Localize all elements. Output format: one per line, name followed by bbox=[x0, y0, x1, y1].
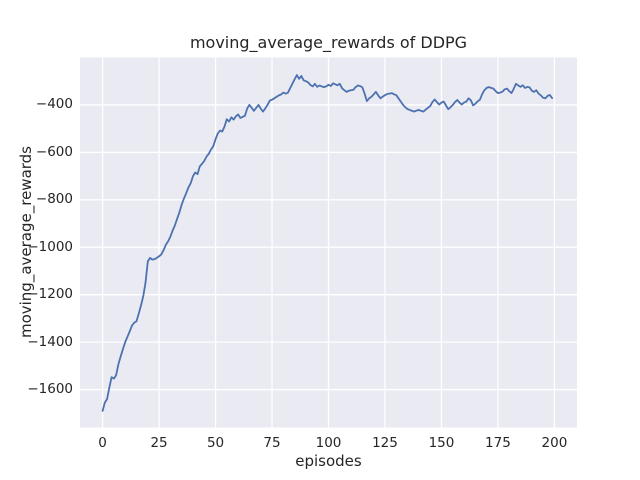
y-tick-label: −400 bbox=[35, 96, 73, 113]
x-tick-label: 125 bbox=[372, 435, 398, 451]
series-line bbox=[101, 74, 553, 412]
y-tick-label: −1400 bbox=[27, 333, 73, 350]
chart-title: moving_average_rewards of DDPG bbox=[189, 33, 468, 52]
y-tick-label: −1200 bbox=[27, 286, 73, 303]
y-tick-label: −800 bbox=[35, 191, 73, 208]
y-tick-label: −600 bbox=[35, 143, 73, 160]
x-tick-label: 175 bbox=[485, 435, 511, 451]
x-tick-label: 75 bbox=[263, 435, 281, 451]
x-tick-label: 50 bbox=[206, 435, 225, 451]
y-tick-label: −1000 bbox=[27, 238, 73, 255]
x-tick-label: 0 bbox=[98, 435, 107, 451]
x-tick-label: 100 bbox=[315, 435, 342, 451]
x-axis-label: episodes bbox=[295, 452, 362, 470]
x-tick-label: 25 bbox=[150, 435, 168, 451]
x-tick-label: 200 bbox=[541, 435, 568, 451]
y-tick-label: −1600 bbox=[27, 381, 73, 398]
x-tick-label: 150 bbox=[428, 435, 455, 451]
